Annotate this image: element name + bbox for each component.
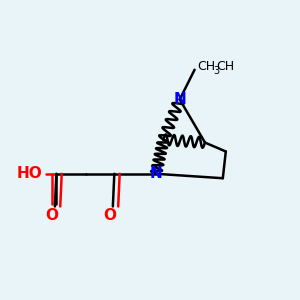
Text: N: N [150, 166, 162, 181]
Text: 3: 3 [214, 66, 220, 76]
Text: CH: CH [197, 60, 215, 73]
Text: HO: HO [17, 166, 43, 181]
Text: N: N [173, 92, 186, 107]
Text: O: O [45, 208, 58, 223]
Text: O: O [103, 208, 116, 223]
Text: CH: CH [217, 60, 235, 73]
